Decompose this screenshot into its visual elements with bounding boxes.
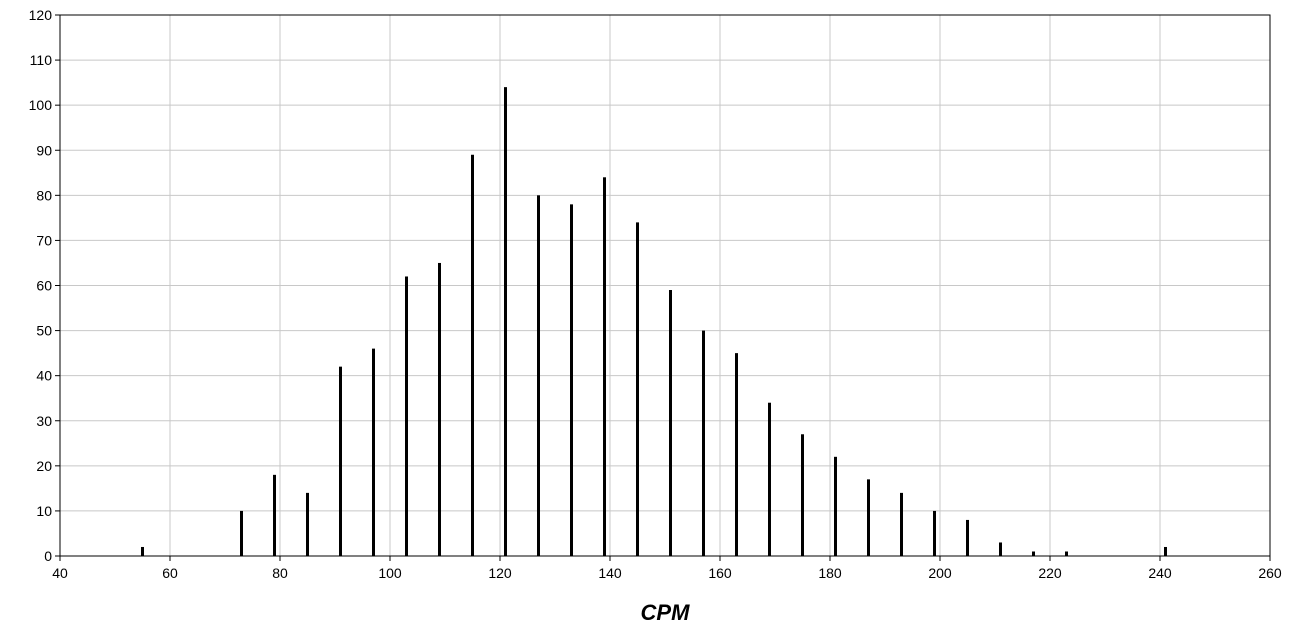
y-tick-label: 40 bbox=[36, 368, 52, 384]
x-tick-label: 80 bbox=[272, 565, 288, 581]
x-tick-label: 180 bbox=[818, 565, 842, 581]
bar-layer bbox=[141, 87, 1167, 557]
bar bbox=[768, 402, 771, 556]
x-tick-label: 240 bbox=[1148, 565, 1172, 581]
bar bbox=[273, 474, 276, 556]
x-tick-label: 200 bbox=[928, 565, 952, 581]
bar bbox=[900, 492, 903, 556]
grid-layer bbox=[60, 15, 1270, 556]
bar bbox=[372, 348, 375, 556]
bar bbox=[504, 87, 507, 556]
bar bbox=[669, 290, 672, 556]
y-tick-label: 20 bbox=[36, 458, 52, 474]
x-tick-label: 140 bbox=[598, 565, 622, 581]
bar bbox=[141, 546, 144, 556]
bar bbox=[1032, 551, 1035, 556]
bar bbox=[801, 434, 804, 556]
x-tick-label: 100 bbox=[378, 565, 402, 581]
bar bbox=[966, 519, 969, 556]
tick-layer: 0 10 20 30 40 50 60 70 80 90 100 110 120 40 60 80 100 120… bbox=[29, 7, 1282, 581]
y-tick-label: 70 bbox=[36, 232, 52, 248]
bar bbox=[570, 204, 573, 556]
y-tick-label: 90 bbox=[36, 142, 52, 158]
bar bbox=[1164, 546, 1167, 556]
bar bbox=[306, 492, 309, 556]
bar bbox=[537, 195, 540, 557]
bar bbox=[933, 510, 936, 556]
x-tick-label: 160 bbox=[708, 565, 732, 581]
x-axis-title: CPM bbox=[641, 600, 691, 625]
y-tick-label: 80 bbox=[36, 187, 52, 203]
bar bbox=[636, 222, 639, 556]
x-tick-label: 120 bbox=[488, 565, 512, 581]
y-tick-label: 30 bbox=[36, 413, 52, 429]
x-tick-label: 260 bbox=[1258, 565, 1282, 581]
bar bbox=[339, 366, 342, 556]
bar bbox=[603, 177, 606, 557]
y-tick-label: 10 bbox=[36, 503, 52, 519]
bar bbox=[240, 510, 243, 556]
y-tick-label: 110 bbox=[30, 52, 53, 68]
x-tick-label: 220 bbox=[1038, 565, 1062, 581]
y-tick-label: 120 bbox=[29, 7, 53, 23]
y-tick-label: 100 bbox=[29, 97, 53, 113]
bar bbox=[471, 154, 474, 556]
bar bbox=[1065, 551, 1068, 556]
x-tick-label: 60 bbox=[162, 565, 178, 581]
x-tick-label: 40 bbox=[52, 565, 68, 581]
bar bbox=[438, 262, 441, 556]
y-tick-label: 50 bbox=[36, 323, 52, 339]
bar bbox=[702, 330, 705, 556]
y-tick-label: 0 bbox=[44, 548, 52, 564]
bar bbox=[867, 479, 870, 556]
bar bbox=[834, 456, 837, 556]
bar bbox=[405, 276, 408, 556]
bar bbox=[999, 542, 1002, 556]
bar bbox=[735, 353, 738, 556]
y-tick-label: 60 bbox=[36, 278, 52, 294]
